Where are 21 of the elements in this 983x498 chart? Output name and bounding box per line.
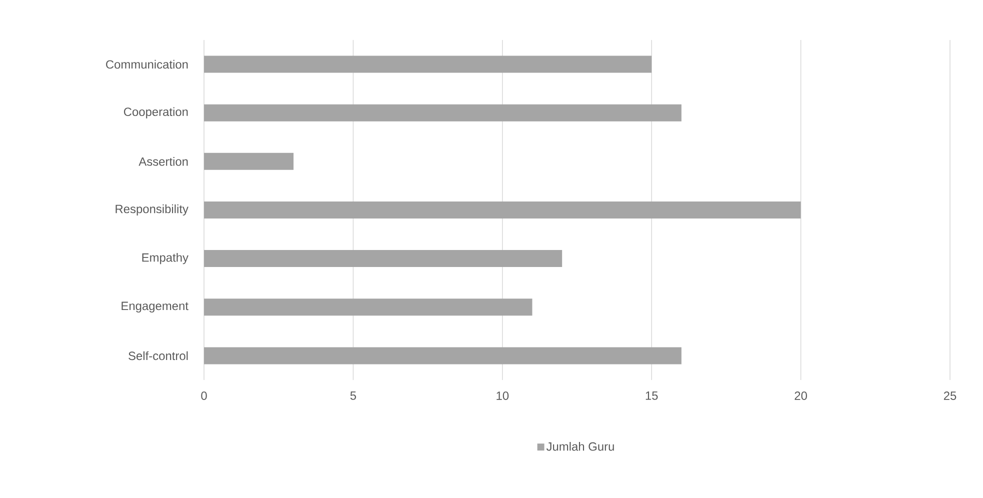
- bar: [204, 250, 562, 268]
- bar: [204, 152, 294, 170]
- x-tick-label: 25: [944, 392, 956, 400]
- y-tick-label: Self-control: [128, 351, 188, 360]
- x-tick-label: 5: [350, 392, 356, 400]
- x-tick-label: 10: [496, 392, 509, 400]
- y-tick-label: Engagement: [122, 302, 188, 312]
- y-tick-label: Communication: [106, 60, 188, 69]
- bar: [204, 347, 682, 364]
- y-tick-label: Assertion: [138, 157, 188, 166]
- bar: [204, 201, 801, 218]
- y-tick-label: Cooperation: [124, 107, 188, 118]
- bar: [204, 104, 682, 122]
- x-tick-label: 15: [646, 392, 658, 400]
- bar: [204, 56, 652, 73]
- legend-label: Jumlah Guru: [546, 442, 614, 451]
- x-tick-label: 0: [201, 392, 207, 400]
- x-tick-label: 20: [794, 392, 807, 400]
- bar: [204, 298, 532, 316]
- y-tick-label: Responsibility: [116, 204, 188, 216]
- y-tick-label: Empathy: [142, 252, 188, 264]
